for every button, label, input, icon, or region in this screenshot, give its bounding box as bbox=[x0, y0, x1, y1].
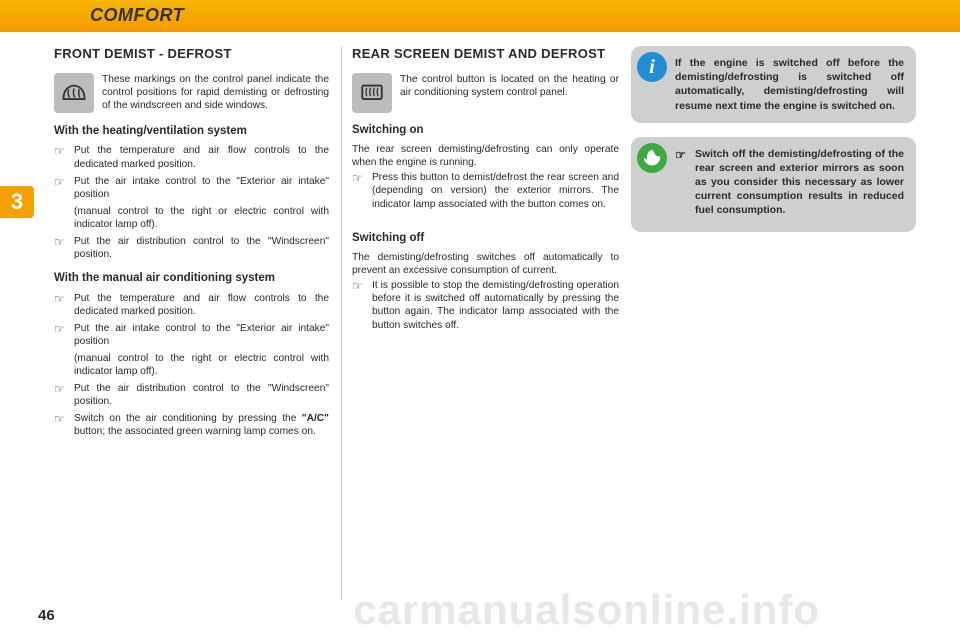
list-item: ☞Switch off the demisting/defrosting of … bbox=[675, 147, 904, 218]
li-text: Put the temperature and air flow control… bbox=[74, 144, 329, 170]
header-title: COMFORT bbox=[90, 5, 184, 25]
bullet-icon: ☞ bbox=[352, 171, 372, 210]
list-item: ☞Put the air intake control to the "Exte… bbox=[54, 175, 329, 201]
li-suffix: button; the associated green warning lam… bbox=[74, 426, 316, 437]
note-text: (manual control to the right or electric… bbox=[54, 205, 329, 231]
list-item: ☞Put the temperature and air flow contro… bbox=[54, 144, 329, 170]
li-text: Press this button to demist/defrost the … bbox=[372, 171, 619, 210]
list-item: ☞Put the temperature and air flow contro… bbox=[54, 292, 329, 318]
bullet-icon: ☞ bbox=[54, 382, 74, 408]
manual-ac-list-cont: ☞Put the air distribution control to the… bbox=[54, 382, 329, 438]
li-prefix: Switch on the air conditioning by pressi… bbox=[74, 413, 302, 424]
li-text: It is possible to stop the demisting/def… bbox=[372, 279, 619, 331]
column-info-boxes: i If the engine is switched off before t… bbox=[631, 46, 916, 600]
list-item: ☞Put the air intake control to the "Exte… bbox=[54, 322, 329, 348]
switching-off-list: ☞It is possible to stop the demisting/de… bbox=[352, 279, 619, 331]
switching-on-title: Switching on bbox=[352, 123, 619, 138]
list-item: ☞It is possible to stop the demisting/de… bbox=[352, 279, 619, 331]
eco-list: ☞Switch off the demisting/defrosting of … bbox=[675, 147, 904, 218]
note-text: (manual control to the right or electric… bbox=[54, 352, 329, 378]
manual-ac-title: With the manual air conditioning system bbox=[54, 271, 329, 286]
rear-intro-row: The control button is located on the hea… bbox=[352, 73, 619, 113]
li-text: Put the temperature and air flow control… bbox=[74, 292, 329, 318]
switching-on-para: The rear screen demisting/defrosting can… bbox=[352, 143, 619, 169]
bullet-icon: ☞ bbox=[352, 279, 372, 331]
rear-intro-text: The control button is located on the hea… bbox=[400, 73, 619, 111]
info-text: If the engine is switched off before the… bbox=[675, 57, 904, 112]
heating-vent-list: ☞Put the temperature and air flow contro… bbox=[54, 144, 329, 200]
windscreen-icon bbox=[54, 73, 94, 113]
column-front-demist: FRONT DEMIST - DEFROST These markings on… bbox=[54, 46, 329, 600]
ac-label: "A/C" bbox=[302, 413, 329, 424]
li-text: Put the air distribution control to the … bbox=[74, 382, 329, 408]
bullet-icon: ☞ bbox=[54, 412, 74, 438]
manual-ac-list: ☞Put the temperature and air flow contro… bbox=[54, 292, 329, 348]
main-content: FRONT DEMIST - DEFROST These markings on… bbox=[54, 46, 944, 600]
li-text: Put the air intake control to the "Exter… bbox=[74, 175, 329, 201]
li-text: Put the air distribution control to the … bbox=[74, 235, 329, 261]
front-demist-title: FRONT DEMIST - DEFROST bbox=[54, 46, 329, 63]
bullet-icon: ☞ bbox=[54, 144, 74, 170]
li-text: Put the air intake control to the "Exter… bbox=[74, 322, 329, 348]
front-intro-row: These markings on the control panel indi… bbox=[54, 73, 329, 114]
bullet-icon: ☞ bbox=[675, 147, 695, 218]
bullet-icon: ☞ bbox=[54, 175, 74, 201]
info-box-eco: ☞Switch off the demisting/defrosting of … bbox=[631, 137, 916, 232]
li-text: Switch off the demisting/defrosting of t… bbox=[695, 147, 904, 218]
switching-off-title: Switching off bbox=[352, 231, 619, 246]
list-item: ☞Press this button to demist/defrost the… bbox=[352, 171, 619, 210]
bullet-icon: ☞ bbox=[54, 235, 74, 261]
switching-off-para: The demisting/defrosting switches off au… bbox=[352, 251, 619, 277]
rear-demist-title: REAR SCREEN DEMIST AND DEFROST bbox=[352, 46, 619, 63]
rear-screen-icon bbox=[352, 73, 392, 113]
li-text: Switch on the air conditioning by pressi… bbox=[74, 412, 329, 438]
column-rear-demist: REAR SCREEN DEMIST AND DEFROST The contr… bbox=[341, 46, 619, 600]
chapter-number: 3 bbox=[11, 189, 23, 215]
chapter-tab: 3 bbox=[0, 186, 34, 218]
bullet-icon: ☞ bbox=[54, 292, 74, 318]
heating-vent-title: With the heating/ventilation system bbox=[54, 124, 329, 139]
switching-on-list: ☞Press this button to demist/defrost the… bbox=[352, 171, 619, 210]
heating-vent-list-cont: ☞Put the air distribution control to the… bbox=[54, 235, 329, 261]
page-number: 46 bbox=[38, 607, 55, 624]
list-item: ☞Switch on the air conditioning by press… bbox=[54, 412, 329, 438]
info-box-engine: i If the engine is switched off before t… bbox=[631, 46, 916, 123]
eco-icon bbox=[637, 143, 667, 173]
info-icon: i bbox=[637, 52, 667, 82]
page-header: COMFORT bbox=[0, 0, 960, 32]
list-item: ☞Put the air distribution control to the… bbox=[54, 382, 329, 408]
list-item: ☞Put the air distribution control to the… bbox=[54, 235, 329, 261]
front-intro-text: These markings on the control panel indi… bbox=[102, 73, 329, 112]
bullet-icon: ☞ bbox=[54, 322, 74, 348]
